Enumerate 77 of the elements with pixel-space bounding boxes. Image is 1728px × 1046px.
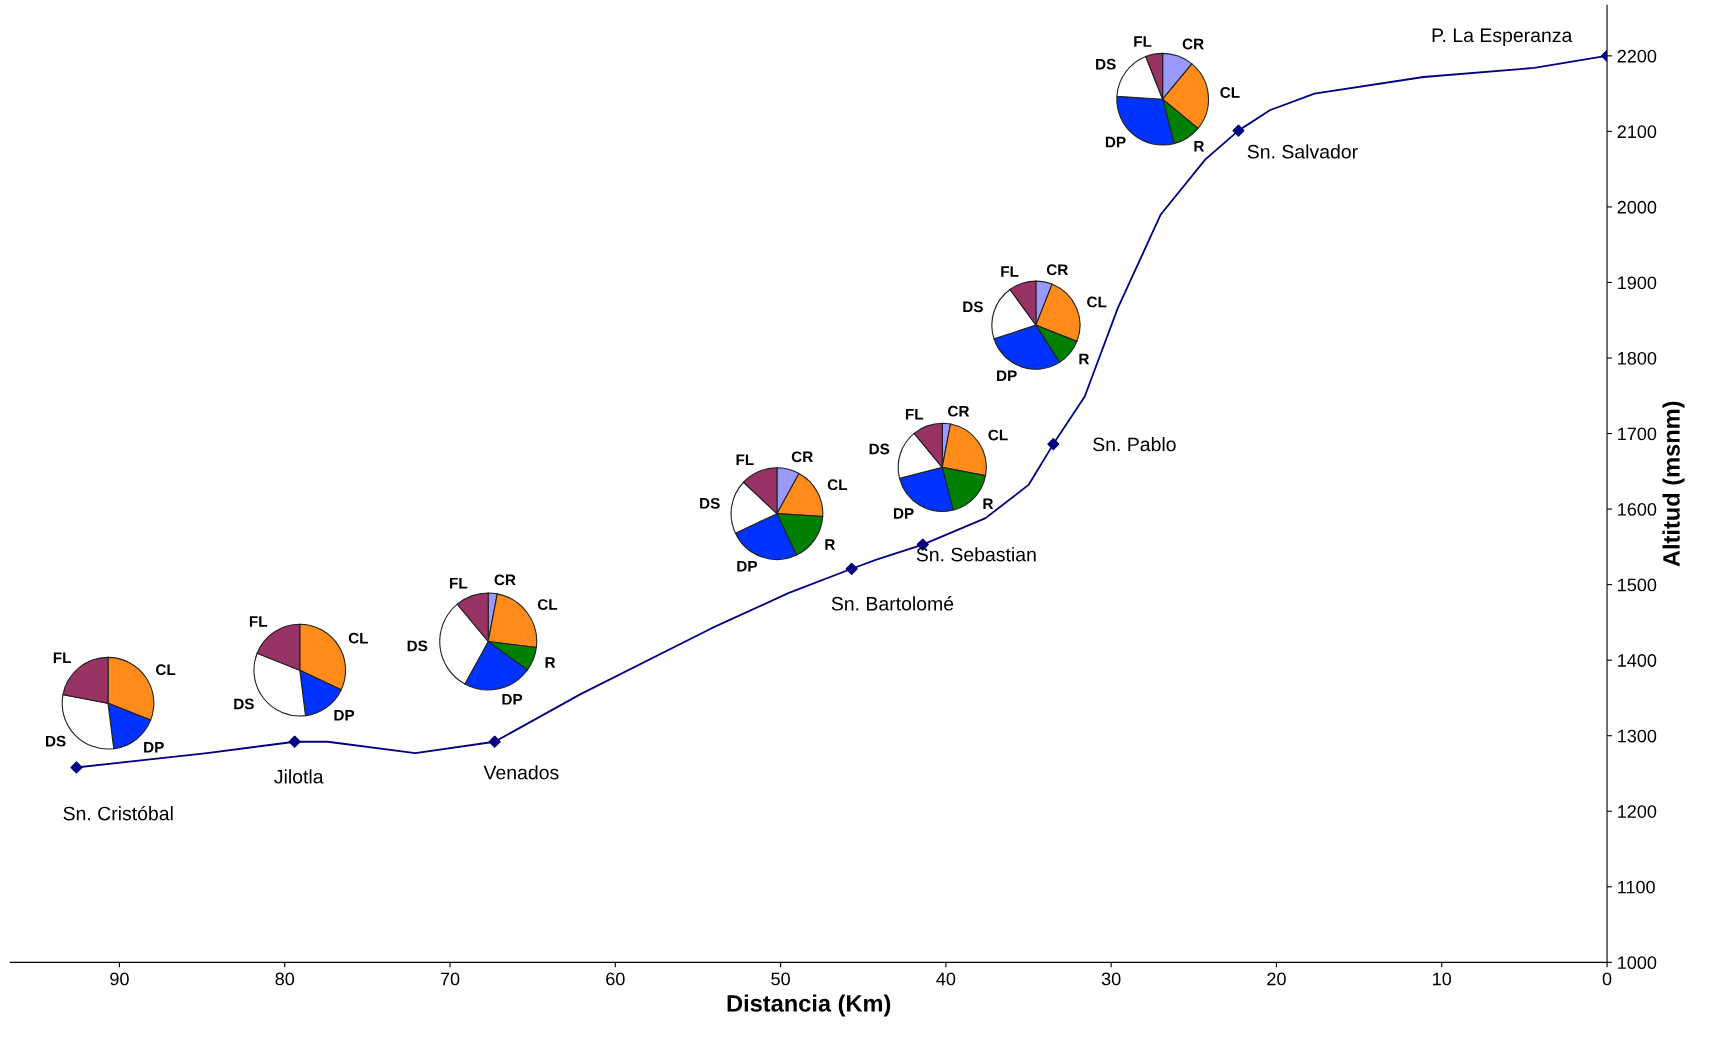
slice-label: CR (1182, 38, 1204, 50)
x-axis-title: Distancia (Km) (727, 994, 891, 1017)
y-tick-label: 1300 (1618, 729, 1657, 743)
point (488, 735, 501, 748)
x-tick-label: 50 (771, 972, 790, 986)
slice-label: CR (1046, 264, 1068, 276)
annotation: Sn. Salvador (1247, 144, 1358, 159)
x-tick-label: 20 (1267, 972, 1286, 986)
slice-label: CR (494, 574, 516, 586)
slice-label: DS (963, 301, 983, 313)
slice-label: R (983, 498, 994, 510)
slice-label: R (545, 657, 556, 668)
slice-label: DP (502, 694, 523, 705)
annotation: Sn. Cristóbal (63, 805, 173, 821)
slice-label: DP (1105, 136, 1126, 148)
slice-label: FL (450, 577, 468, 589)
annotation: Sn. Sebastian (916, 547, 1036, 562)
slice-label: FL (1001, 266, 1019, 277)
slice-label: R (1194, 141, 1205, 152)
y-axis-title: Altitud (msnm) (1662, 401, 1685, 567)
y-tick-label: 1400 (1618, 654, 1657, 667)
x-tick-label: 30 (1101, 972, 1121, 986)
slice-label: CL (1220, 87, 1240, 98)
slice-label: FL (736, 454, 754, 465)
slice-label: FL (53, 652, 71, 664)
y-tick-label: 1700 (1618, 427, 1657, 441)
slice-label: CL (827, 479, 848, 491)
slice-label: DS (407, 640, 428, 652)
x-tick-label: 70 (440, 972, 460, 986)
annotation: Jilotla (274, 769, 324, 784)
point (845, 562, 858, 575)
annotation: Sn. Bartolomé (831, 596, 954, 611)
slice-label: DP (144, 741, 164, 753)
slice-label: FL (1134, 36, 1152, 47)
x-tick-label: 80 (275, 972, 295, 986)
annotation: P. La Esperanza (1432, 28, 1573, 46)
slice-label: DS (234, 698, 254, 710)
x-tick-label: 10 (1433, 972, 1452, 986)
y-tick-label: 1900 (1618, 276, 1657, 290)
slice-label: DS (869, 443, 890, 455)
slice-label: CR (948, 405, 970, 417)
point (70, 761, 83, 774)
slice-label: FL (905, 408, 924, 420)
slice-label: CL (988, 429, 1008, 441)
y-tick-label: 1100 (1618, 880, 1655, 894)
x-tick-label: 0 (1602, 972, 1612, 986)
slice-label: DS (700, 497, 720, 509)
annotation: Venados (483, 765, 559, 780)
slice-label: FL (249, 616, 268, 627)
slice-label: DP (334, 709, 355, 721)
point (1232, 124, 1245, 137)
slice-label: R (1079, 353, 1090, 365)
y-tick-label: 1800 (1618, 351, 1657, 365)
y-tick-label: 2200 (1617, 49, 1657, 63)
slice-label: CL (156, 664, 176, 676)
x-tick-label: 40 (936, 972, 956, 986)
point (1047, 438, 1060, 451)
y-tick-label: 2000 (1617, 200, 1657, 214)
y-tick-label: 1000 (1618, 956, 1657, 970)
slice-label: DP (997, 370, 1017, 381)
point (288, 735, 301, 748)
slice-label: DS (46, 735, 66, 747)
x-tick-label: 90 (110, 972, 129, 986)
annotation: Sn. Pablo (1093, 436, 1176, 452)
slice-label: CL (348, 632, 369, 644)
slice-label: DP (737, 560, 757, 572)
slice-label: CL (1087, 296, 1107, 308)
y-tick-label: 1600 (1618, 503, 1657, 516)
slice-label: R (825, 539, 836, 550)
y-tick-label: 2100 (1617, 125, 1657, 139)
y-tick-label: 1200 (1618, 805, 1657, 818)
x-tick-label: 60 (606, 972, 625, 986)
y-tick-label: 1500 (1618, 578, 1657, 592)
slice-label: CL (537, 599, 558, 610)
slice-label: DP (893, 508, 914, 519)
slice-label: CR (791, 451, 813, 463)
slice-label: DS (1096, 58, 1116, 70)
